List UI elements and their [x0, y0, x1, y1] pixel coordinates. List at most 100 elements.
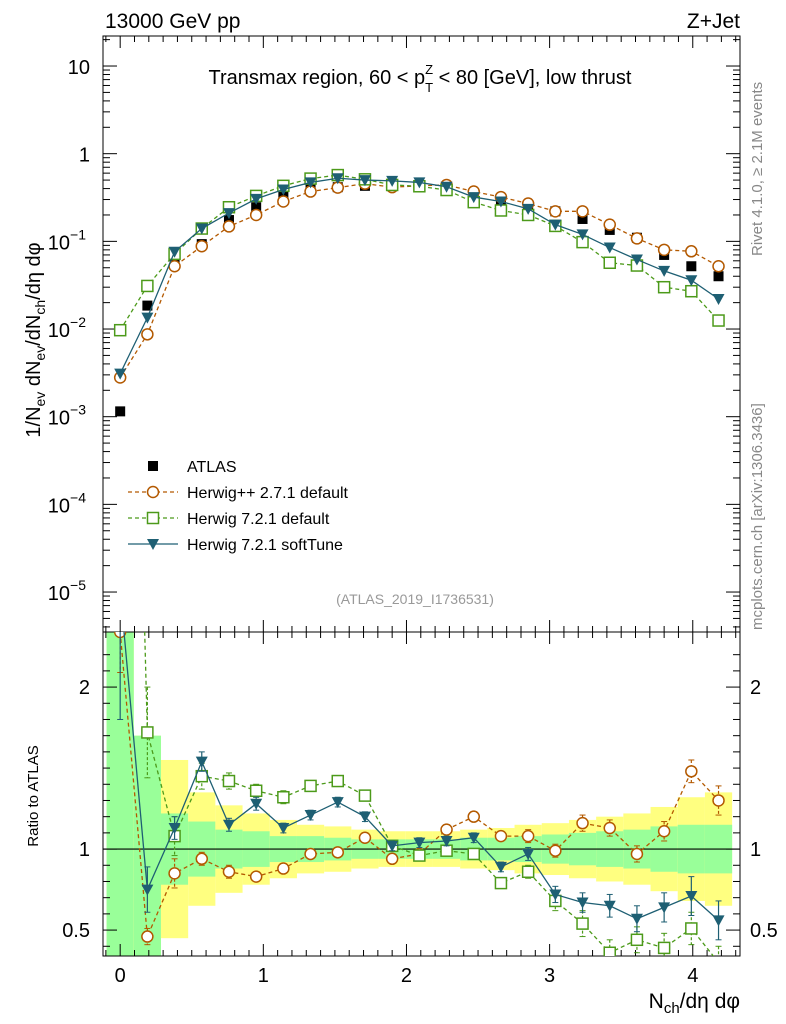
data-point	[195, 223, 208, 235]
data-point	[549, 205, 562, 218]
ratio-point	[277, 862, 290, 875]
ratio-point	[440, 835, 453, 847]
legend-label: ATLAS	[187, 459, 237, 476]
ratio-y-tick-label-right: 1	[750, 839, 761, 861]
ratio-series-herwig-7-2-1-softtune	[117, 632, 725, 941]
ratio-point	[249, 784, 263, 798]
rivet-label: Rivet 4.1.0, ≥ 2.1M events	[749, 82, 766, 256]
data-point	[249, 208, 263, 222]
data-point	[549, 219, 562, 231]
data-point	[222, 208, 235, 220]
ratio-point	[304, 847, 317, 861]
data-point	[630, 254, 643, 266]
ratio-point	[413, 849, 426, 862]
ratio-point	[467, 847, 480, 861]
ratio-point	[358, 789, 372, 802]
data-point	[195, 239, 209, 253]
ratio-point	[467, 832, 480, 844]
ratio-point	[630, 847, 644, 861]
legend-label: Herwig 7.2.1 softTune	[187, 537, 343, 554]
data-point	[277, 184, 290, 196]
ratio-point	[168, 823, 181, 835]
header-left: 13000 GeV pp	[105, 10, 240, 33]
series-herwig-7-2-1-softtune	[114, 173, 725, 380]
ratio-point	[603, 900, 616, 912]
ratio-point	[658, 902, 671, 914]
y-tick-label: 1	[79, 145, 90, 167]
ratio-point	[250, 798, 263, 810]
y-tick-label: 10−3	[48, 402, 86, 430]
data-point	[603, 256, 616, 270]
ratio-point	[386, 840, 399, 852]
ratio-point	[277, 790, 290, 804]
data-point	[658, 265, 671, 277]
data-point	[223, 215, 234, 226]
x-tick-label: 2	[401, 965, 412, 987]
ratio-y-tick-label-left: 1	[79, 839, 90, 861]
legend-marker	[148, 461, 158, 471]
data-point	[686, 261, 697, 272]
ratio-y-axis-label: Ratio to ATLAS	[25, 745, 42, 846]
ratio-point	[657, 825, 671, 838]
data-point	[576, 229, 589, 241]
ratio-uncertainty-bands	[106, 632, 733, 956]
ratio-point	[494, 876, 508, 890]
ratio-point	[712, 915, 725, 927]
data-point	[413, 177, 426, 189]
data-point	[494, 196, 507, 208]
data-point	[657, 280, 671, 294]
ratio-point	[413, 837, 426, 849]
ratio-point	[195, 852, 209, 866]
ratio-point	[304, 779, 317, 793]
ratio-point	[522, 848, 535, 860]
data-point	[141, 279, 154, 293]
ratio-point	[521, 829, 535, 843]
ratio-point	[685, 891, 698, 903]
ratio-point	[576, 897, 589, 909]
ratio-point	[576, 917, 589, 930]
y-tick-label: 10−1	[48, 226, 86, 254]
ratio-point	[195, 756, 208, 768]
legend-entry: Herwig 7.2.1 softTune	[128, 537, 343, 554]
legend: ATLAS Herwig++ 2.7.1 default Herwig 7.2.1 …	[128, 459, 349, 554]
series-line	[119, 183, 719, 378]
ratio-point	[358, 831, 372, 844]
x-tick-label: 1	[258, 965, 269, 987]
data-point	[712, 314, 725, 327]
data-point	[142, 300, 153, 311]
ratio-point	[713, 957, 724, 968]
ratio-point	[222, 819, 235, 831]
ratio-frame	[102, 631, 741, 957]
data-point	[222, 220, 236, 233]
ratio-y-tick-label-right: 2	[750, 677, 761, 699]
header-right: Z+Jet	[687, 10, 740, 33]
x-tick-label: 4	[687, 965, 698, 987]
series-herwig-2-7-1-default	[113, 177, 725, 384]
data-point	[685, 284, 698, 298]
ratio-point	[168, 867, 181, 880]
ratio-point	[222, 865, 236, 879]
data-point	[577, 213, 588, 224]
data-point	[657, 243, 671, 257]
data-point	[250, 193, 263, 205]
main-series	[113, 168, 725, 417]
series-line	[119, 174, 720, 331]
ratio-point	[549, 889, 562, 901]
ratio-point	[630, 913, 643, 925]
data-point	[603, 242, 616, 254]
ratio-point	[331, 846, 345, 859]
series-line	[119, 177, 719, 374]
main-y-axis-label: 1/Nev dNev/dNch/dη dφ	[23, 242, 48, 437]
ratio-series-herwig-2-7-1-default	[113, 632, 725, 946]
x-tick-label: 3	[544, 965, 555, 987]
data-point	[168, 246, 181, 258]
data-point	[685, 245, 698, 258]
ratio-y-tick-label-left: 2	[79, 677, 90, 699]
analysis-watermark: (ATLAS_2019_I1736531)	[336, 591, 494, 607]
data-point	[630, 232, 644, 245]
ratio-point	[576, 816, 589, 830]
ratio-point	[304, 810, 317, 822]
y-tick-label: 10−4	[48, 489, 86, 517]
data-point	[304, 177, 317, 189]
